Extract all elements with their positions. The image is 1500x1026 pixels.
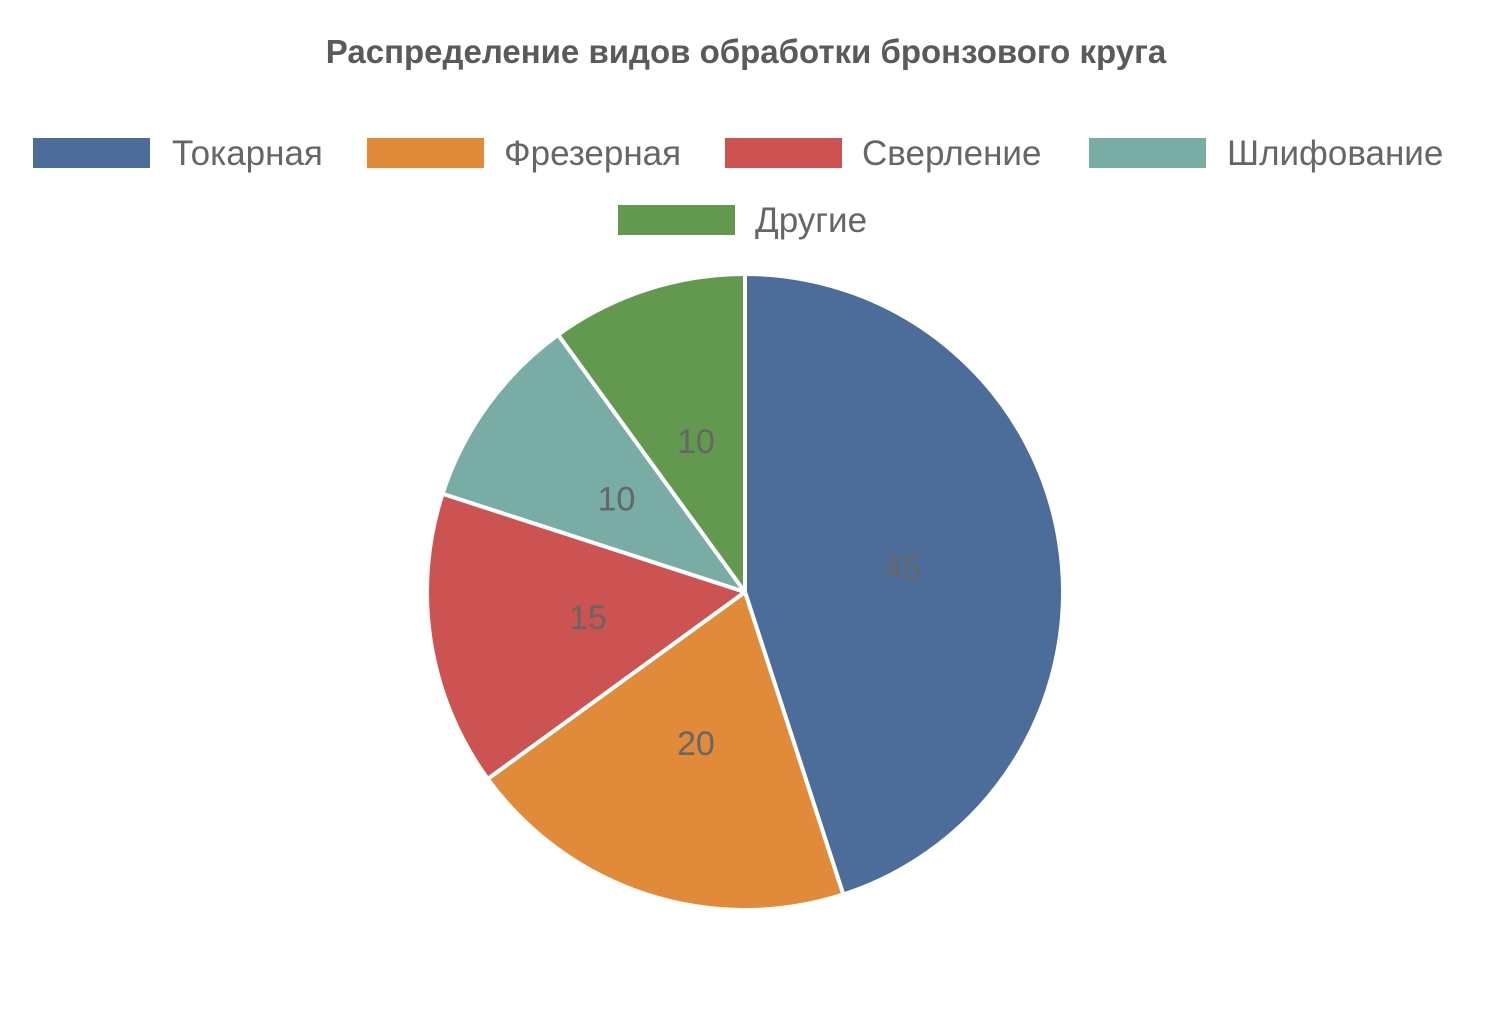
legend-item[interactable]: Другие [618, 201, 867, 240]
pie-slice[interactable] [743, 272, 1066, 897]
legend-item[interactable]: Токарная [33, 134, 323, 173]
pie-slice[interactable] [485, 590, 846, 912]
legend-swatch [367, 138, 484, 168]
pie-slice[interactable] [440, 332, 747, 594]
slice-value-label: 10 [597, 481, 635, 519]
legend-swatch [725, 138, 842, 168]
chart-title: Распределение видов обработки бронзового… [326, 33, 1167, 70]
legend-swatch [33, 138, 150, 168]
pie-slices [424, 272, 1066, 912]
data-labels: 45 20 15 10 10 [569, 423, 921, 763]
pie-slice[interactable] [424, 491, 747, 781]
legend-item[interactable]: Сверление [725, 134, 1041, 173]
slice-value-label: 20 [677, 725, 715, 763]
pie-slice[interactable] [556, 272, 747, 594]
legend-label: Сверление [862, 134, 1041, 173]
slice-value-label: 10 [677, 423, 715, 461]
slice-value-label: 45 [883, 549, 921, 587]
legend-item[interactable]: Шлифование [1089, 134, 1443, 173]
legend-swatch [1089, 138, 1206, 168]
legend: Токарная Фрезерная Сверление Шлифование Друг… [33, 134, 1443, 240]
legend-swatch [618, 205, 735, 235]
legend-label: Другие [755, 201, 867, 240]
slice-value-label: 15 [569, 599, 607, 637]
legend-label: Токарная [172, 134, 323, 173]
legend-item[interactable]: Фрезерная [367, 134, 681, 173]
legend-label: Шлифование [1227, 134, 1443, 173]
legend-label: Фрезерная [504, 134, 681, 173]
